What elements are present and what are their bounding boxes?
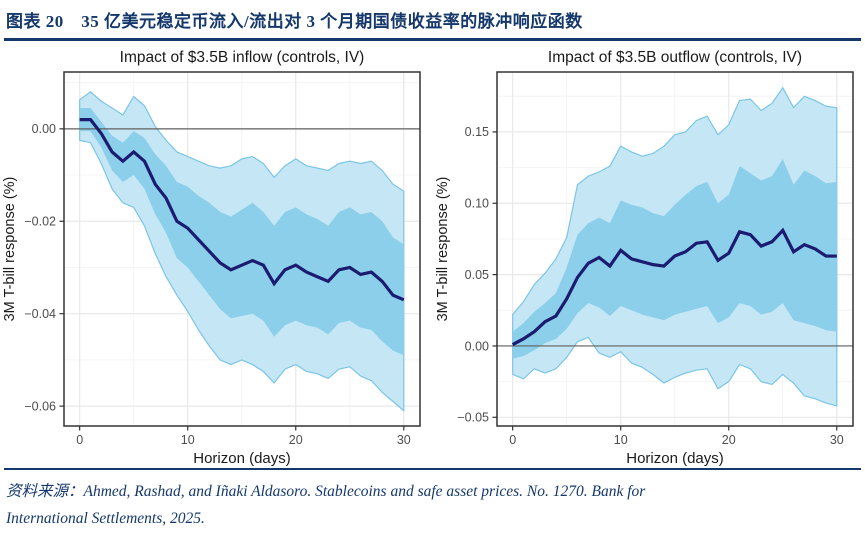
y-tick-label: 0.10 — [465, 197, 489, 211]
y-axis-title: 3M T-bill response (%) — [435, 177, 451, 322]
top-divider — [4, 38, 861, 41]
y-tick-label: −0.04 — [24, 307, 56, 321]
x-tick-label: 30 — [397, 433, 411, 447]
x-tick-label: 20 — [722, 433, 736, 447]
panel-border — [63, 71, 421, 427]
y-tick-label: 0.00 — [465, 339, 489, 353]
y-tick-label: 0.05 — [465, 268, 489, 282]
source-line-1: 资料来源：Ahmed, Rashad, and Iñaki Aldasoro. … — [6, 483, 646, 500]
y-tick-label: 0.00 — [32, 122, 56, 136]
source-line-2: International Settlements, 2025. — [6, 510, 205, 527]
x-axis-title: Horizon (days) — [626, 450, 724, 466]
x-tick-label: 0 — [76, 433, 83, 447]
panel-title: Impact of $3.5B inflow (controls, IV) — [120, 49, 365, 66]
x-tick-label: 20 — [289, 433, 303, 447]
x-axis-title: Horizon (days) — [193, 450, 291, 466]
inflow-chart: 0 10 20 30 0.00 −0.02 −0.04 −0.06 Impact of $3.5… — [2, 49, 421, 466]
y-axis-title: 3M T-bill response (%) — [2, 177, 18, 322]
x-tick-label: 30 — [830, 433, 844, 447]
panel-title: Impact of $3.5B outflow (controls, IV) — [548, 49, 802, 66]
x-tick-label: 0 — [509, 433, 516, 447]
panel-border — [496, 71, 854, 427]
charts-row: 0 10 20 30 0.00 −0.02 −0.04 −0.06 Impact of $3.5… — [0, 46, 865, 466]
bottom-divider — [4, 468, 861, 470]
y-tick-label: −0.06 — [24, 399, 56, 413]
inner-confidence-band — [512, 159, 837, 359]
figure-title: 图表 20 35 亿美元稳定币流入/流出对 3 个月期国债收益率的脉冲响应函数 — [6, 12, 583, 31]
x-tick-label: 10 — [181, 433, 195, 447]
mean-response-line — [79, 118, 405, 302]
outflow-chart: 0 10 20 30 0.15 0.10 0.05 0.00 −0.05 Impact of $3… — [435, 49, 854, 466]
y-tick-label: −0.02 — [24, 215, 56, 229]
y-tick-label: −0.05 — [457, 411, 489, 425]
inner-confidence-band — [79, 108, 404, 356]
x-tick-label: 10 — [614, 433, 628, 447]
y-tick-label: 0.15 — [465, 125, 489, 139]
mean-response-line — [511, 227, 837, 346]
source-note: 资料来源：Ahmed, Rashad, and Iñaki Aldasoro. … — [6, 478, 861, 532]
